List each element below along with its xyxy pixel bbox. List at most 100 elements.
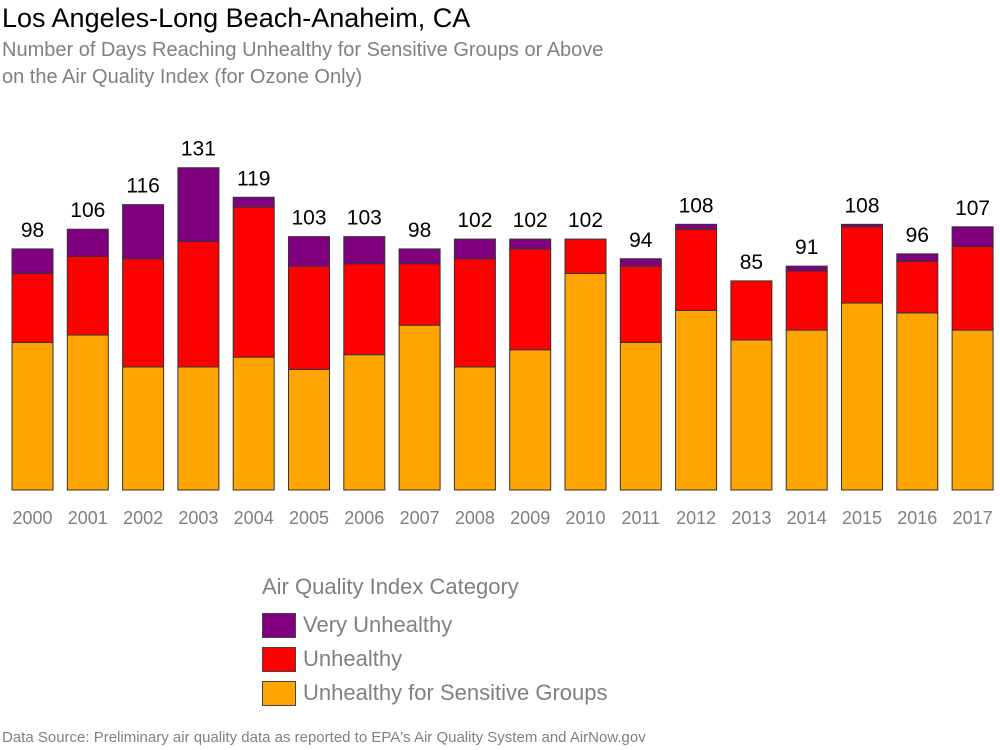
subtitle-line-1: Number of Days Reaching Unhealthy for Se… [2,39,604,61]
bar-segment-very-unhealthy-2004 [232,196,275,208]
bar-segment-unhealthy-2017 [951,245,994,331]
bar-segment-unhealthy-for-sensitive-groups-2005 [288,368,330,491]
bar-segment-unhealthy-for-sensitive-groups-2017 [951,329,994,491]
data-label-total-2008: 102 [457,209,492,232]
data-label-total-2002: 116 [126,175,159,198]
data-label-total-2017: 107 [955,197,990,220]
bar-segment-very-unhealthy-2015 [841,223,883,228]
bar-segment-unhealthy-for-sensitive-groups-2016 [896,312,939,491]
bar-segment-unhealthy-for-sensitive-groups-2001 [66,334,109,491]
x-tick-label-2003: 2003 [178,508,218,528]
data-label-total-2005: 103 [291,207,326,230]
chart-subtitle: Number of Days Reaching Unhealthy for Se… [2,37,603,91]
bar-segment-unhealthy-for-sensitive-groups-2008 [453,366,496,491]
bar-segment-very-unhealthy-2007 [398,248,441,265]
bar-segment-unhealthy-2009 [509,248,552,351]
x-tick-label-2016: 2016 [897,508,937,528]
bar-segment-very-unhealthy-2008 [453,238,496,260]
legend-swatch-unhealthy [262,646,296,672]
bar-segment-very-unhealthy-2003 [177,167,220,243]
bar-segment-very-unhealthy-2014 [785,265,828,272]
bar-segment-unhealthy-for-sensitive-groups-2012 [675,309,718,491]
legend-title: Air Quality Index Category [262,574,519,599]
data-label-total-2014: 91 [795,236,818,259]
legend-swatch-unhealthy-sensitive [262,680,296,706]
bar-segment-unhealthy-2003 [177,241,220,368]
data-label-total-2015: 108 [844,194,879,217]
bar-segment-unhealthy-for-sensitive-groups-2013 [730,339,773,491]
legend-item-unhealthy-sensitive: Unhealthy for Sensitive Groups [262,676,608,710]
bar-segment-unhealthy-2005 [288,265,330,370]
legend-label-unhealthy-sensitive: Unhealthy for Sensitive Groups [303,680,608,705]
x-tick-label-2001: 2001 [68,508,108,528]
x-tick-label-2015: 2015 [842,508,882,528]
bar-segment-unhealthy-2008 [453,258,496,368]
bar-segment-unhealthy-2011 [619,265,662,343]
bar-segment-very-unhealthy-2001 [66,228,109,257]
data-label-total-2009: 102 [513,209,548,232]
data-label-total-2007: 98 [408,219,431,242]
bar-segment-unhealthy-2010 [564,238,607,275]
legend-item-very-unhealthy: Very Unhealthy [262,608,608,642]
bar-segment-unhealthy-for-sensitive-groups-2007 [398,324,441,491]
x-tick-label-2012: 2012 [676,508,716,528]
bar-segment-unhealthy-for-sensitive-groups-2003 [177,366,220,491]
data-label-total-2011: 94 [629,229,653,252]
legend-item-unhealthy: Unhealthy [262,642,608,676]
data-label-total-2003: 131 [181,138,216,161]
legend-label-unhealthy: Unhealthy [303,646,403,671]
bar-segment-unhealthy-for-sensitive-groups-2009 [509,349,552,491]
legend-swatch-very-unhealthy [262,612,296,638]
data-label-total-2012: 108 [679,194,714,217]
data-label-total-2010: 102 [568,209,603,232]
subtitle-line-2: on the Air Quality Index (for Ozone Only… [2,66,363,88]
x-tick-label-2011: 2011 [621,508,660,528]
bar-segment-very-unhealthy-2011 [619,258,662,267]
bar-segment-unhealthy-for-sensitive-groups-2006 [343,354,386,491]
x-tick-label-2007: 2007 [400,508,440,528]
bar-segment-unhealthy-2013 [730,280,773,341]
bar-segment-very-unhealthy-2005 [288,236,330,267]
data-source-note: Data Source: Preliminary air quality dat… [2,729,646,746]
bar-segment-unhealthy-for-sensitive-groups-2004 [232,356,275,491]
bar-segment-unhealthy-2014 [785,270,828,331]
data-label-total-2001: 106 [70,199,105,222]
x-tick-label-2002: 2002 [123,508,163,528]
data-label-total-2013: 85 [740,251,763,274]
bar-segment-unhealthy-2000 [11,273,54,343]
bar-segment-unhealthy-for-sensitive-groups-2000 [11,341,54,491]
bar-segment-very-unhealthy-2006 [343,236,386,265]
x-tick-label-2010: 2010 [565,508,605,528]
bar-segment-unhealthy-2002 [122,258,165,368]
bar-segment-unhealthy-2016 [896,260,939,314]
bar-segment-unhealthy-2006 [343,263,386,356]
data-label-total-2004: 119 [237,167,270,190]
bar-segment-very-unhealthy-2009 [509,238,552,250]
x-tick-label-2008: 2008 [455,508,495,528]
x-tick-label-2006: 2006 [344,508,384,528]
bar-segment-unhealthy-2012 [675,228,718,311]
bar-segment-unhealthy-2004 [232,206,275,358]
bar-segment-unhealthy-for-sensitive-groups-2011 [619,341,662,491]
x-tick-label-2000: 2000 [12,508,52,528]
x-tick-label-2005: 2005 [289,508,329,528]
x-tick-label-2004: 2004 [234,508,274,528]
bar-segment-unhealthy-for-sensitive-groups-2015 [841,302,883,491]
stacked-bar-chart: 98 2000 106 2001 116 2002 131 2003 119 2004 103 200… [11,138,994,528]
bar-segment-unhealthy-for-sensitive-groups-2014 [785,329,828,491]
data-label-total-2000: 98 [21,219,44,242]
x-tick-label-2013: 2013 [731,508,771,528]
bar-segment-unhealthy-2015 [841,226,883,304]
chart-title: Los Angeles-Long Beach-Anaheim, CA [2,3,471,33]
bar-segment-unhealthy-for-sensitive-groups-2002 [122,366,165,491]
bar-segment-very-unhealthy-2016 [896,253,939,262]
bar-segment-unhealthy-for-sensitive-groups-2010 [564,273,607,491]
bar-segment-very-unhealthy-2002 [122,204,165,260]
x-tick-label-2009: 2009 [510,508,550,528]
x-tick-label-2014: 2014 [787,508,827,528]
data-label-total-2016: 96 [906,224,929,247]
bar-segment-very-unhealthy-2012 [675,223,718,230]
x-tick-label-2017: 2017 [953,508,993,528]
legend-label-very-unhealthy: Very Unhealthy [303,612,453,637]
bar-segment-unhealthy-2001 [66,255,109,336]
